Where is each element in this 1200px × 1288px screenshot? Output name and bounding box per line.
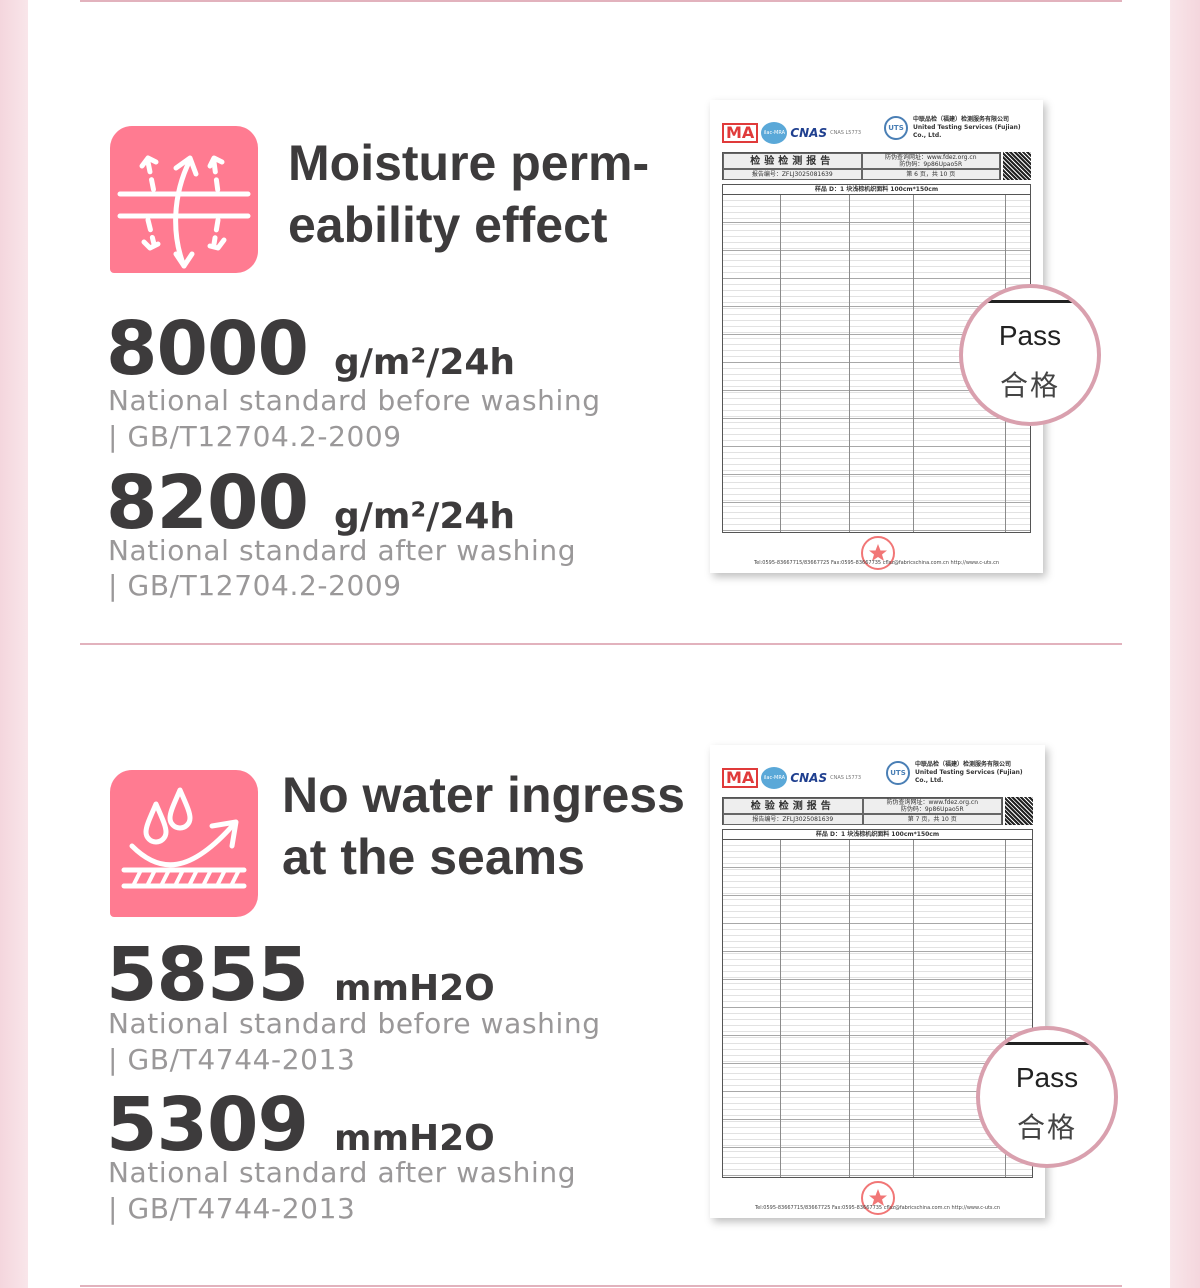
- company-name: 中联品检（福建）检测服务有限公司 United Testing Services…: [915, 761, 1033, 785]
- certification-logos: MA ilac-MRA CNAS CNAS L5773: [722, 122, 861, 144]
- red-seal-icon: [861, 1181, 895, 1215]
- report-header: 检验检测报告 防伪查询网址：www.fdez.org.cn 防伪码：9p86Upa…: [722, 797, 1003, 825]
- report-footer: Tel:0595-83667715/83667725 Fax:0595-8366…: [754, 1205, 1001, 1211]
- metric-standard: | GB/T4744-2013: [108, 1043, 356, 1076]
- report-number: 报告编号：ZFLJ3025081639: [723, 169, 862, 180]
- metric-standard: | GB/T12704.2-2009: [108, 569, 402, 602]
- pass-text-cn: 合格: [999, 369, 1060, 402]
- report-page: 第 6 页，共 10 页: [861, 169, 1000, 180]
- metric-standard: | GB/T12704.2-2009: [108, 420, 402, 453]
- ma-logo: MA: [722, 768, 759, 788]
- verify-info: 防伪查询网址：www.fdez.org.cn 防伪码：9p86Upao5R: [862, 798, 1002, 814]
- company-en: United Testing Services (Fujian) Co., Lt…: [913, 124, 1021, 139]
- qr-code: [1005, 797, 1033, 825]
- metric-label: National standard after washing: [108, 1156, 577, 1189]
- cnas-number: CNAS L5773: [830, 130, 862, 136]
- metric-standard: | GB/T4744-2013: [108, 1192, 356, 1225]
- report-page: 第 7 页，共 10 页: [862, 814, 1002, 825]
- company-cn: 中联品检（福建）检测服务有限公司: [913, 116, 1010, 123]
- right-pink-edge: [1170, 0, 1200, 1288]
- title-line: eability effect: [288, 197, 608, 253]
- metric-before-washing: 5855 mmH2O: [106, 938, 495, 1012]
- report-footer: Tel:0595-83667715/83667725 Fax:0595-8366…: [753, 560, 1000, 566]
- company-en: United Testing Services (Fujian) Co., Lt…: [915, 769, 1023, 784]
- company-cn: 中联品检（福建）检测服务有限公司: [915, 761, 1012, 768]
- metric-before-washing: 8000 g/m²/24h: [106, 312, 515, 386]
- sample-row: 样品 D：1 块浅棕机织面料 100cm*150cm: [723, 185, 1030, 195]
- waterproof-seam-icon: [110, 770, 258, 917]
- metric-value: 5855: [106, 932, 309, 1018]
- stamp-line: [983, 300, 1097, 303]
- ilac-logo: ilac-MRA: [761, 122, 788, 144]
- metric-unit: g/m²/24h: [333, 496, 516, 537]
- uts-logo: UTS: [886, 761, 910, 785]
- metric-unit: mmH2O: [333, 1118, 495, 1159]
- certification-logos: MA ilac-MRA CNAS CNAS L5773: [722, 767, 861, 789]
- title-line: Moisture perm-: [288, 135, 650, 191]
- section-title: No water ingress at the seams: [282, 764, 685, 888]
- metric-value: 8200: [106, 460, 309, 546]
- ilac-logo: ilac-MRA: [761, 767, 788, 789]
- left-pink-edge: [0, 0, 28, 1288]
- metric-label: National standard before washing: [108, 384, 601, 417]
- lab-header: UTS 中联品检（福建）检测服务有限公司 United Testing Serv…: [884, 116, 1031, 140]
- bottom-divider: [80, 1285, 1122, 1287]
- metric-unit: g/m²/24h: [333, 342, 516, 383]
- metric-unit: mmH2O: [333, 968, 495, 1009]
- verify-code: 防伪码：9p86Upao5R: [900, 806, 964, 813]
- pass-text-cn: 合格: [1016, 1111, 1077, 1144]
- report-title: 检验检测报告: [723, 798, 863, 814]
- metric-value: 5309: [106, 1082, 309, 1168]
- report-header: 检验检测报告 防伪查询网址：www.fdez.org.cn 防伪码：9p86Upa…: [722, 152, 1001, 180]
- verify-site: 防伪查询网址：www.fdez.org.cn: [886, 799, 979, 806]
- cnas-number: CNAS L5773: [830, 775, 862, 781]
- section-divider: [80, 643, 1122, 645]
- test-report-document: MA ilac-MRA CNAS CNAS L5773 UTS 中联品检（福建）…: [710, 745, 1045, 1218]
- lab-header: UTS 中联品检（福建）检测服务有限公司 United Testing Serv…: [886, 761, 1033, 785]
- metric-label: National standard before washing: [108, 1007, 601, 1040]
- metric-after-washing: 8200 g/m²/24h: [106, 466, 515, 540]
- verify-code: 防伪码：9p86Upao5R: [899, 161, 963, 168]
- metric-after-washing: 5309 mmH2O: [106, 1088, 495, 1162]
- sample-row: 样品 D：1 块浅棕机织面料 100cm*150cm: [723, 830, 1032, 840]
- report-number: 报告编号：ZFLJ3025081639: [723, 814, 863, 825]
- company-name: 中联品检（福建）检测服务有限公司 United Testing Services…: [913, 116, 1031, 140]
- stamp-line: [1000, 1042, 1114, 1045]
- cnas-logo: CNAS: [790, 771, 828, 785]
- pass-stamp: Pass 合格: [976, 1026, 1118, 1168]
- metric-label: National standard after washing: [108, 534, 577, 567]
- pass-stamp: Pass 合格: [959, 284, 1101, 426]
- section-title: Moisture perm- eability effect: [288, 132, 649, 256]
- report-title: 检验检测报告: [723, 153, 862, 169]
- uts-logo: UTS: [884, 116, 908, 140]
- ma-logo: MA: [722, 123, 759, 143]
- top-divider: [80, 0, 1122, 2]
- metric-value: 8000: [106, 306, 309, 392]
- verify-info: 防伪查询网址：www.fdez.org.cn 防伪码：9p86Upao5R: [861, 153, 1000, 169]
- title-line: No water ingress: [282, 767, 685, 823]
- qr-code: [1003, 152, 1031, 180]
- pass-text: Pass: [1015, 1062, 1079, 1093]
- title-line: at the seams: [282, 829, 585, 885]
- cnas-logo: CNAS: [790, 126, 828, 140]
- red-seal-icon: [861, 536, 895, 570]
- pass-text: Pass: [998, 320, 1062, 351]
- moisture-permeability-icon: [110, 126, 258, 273]
- verify-site: 防伪查询网址：www.fdez.org.cn: [884, 154, 977, 161]
